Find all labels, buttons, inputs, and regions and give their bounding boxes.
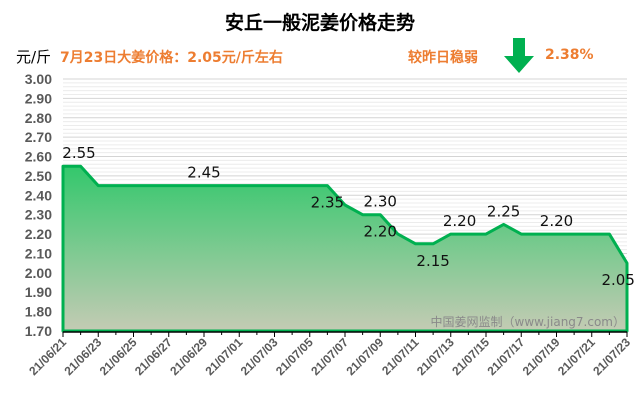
price-area bbox=[61, 164, 629, 333]
y-tick-label: 2.50 bbox=[25, 168, 52, 184]
price-note: 7月23日大姜价格：2.05元/斤左右 bbox=[60, 50, 283, 66]
x-tick-label: 21/07/19 bbox=[520, 335, 563, 378]
data-label: 2.55 bbox=[62, 144, 95, 162]
data-label: 2.20 bbox=[540, 212, 573, 230]
x-tick-label: 21/06/25 bbox=[97, 335, 140, 378]
y-tick-label: 2.20 bbox=[25, 226, 52, 242]
x-tick-label: 21/07/15 bbox=[449, 335, 492, 378]
data-label: 2.25 bbox=[487, 202, 520, 220]
y-tick-label: 1.80 bbox=[25, 304, 52, 320]
x-tick-label: 21/07/11 bbox=[379, 335, 422, 378]
data-label: 2.20 bbox=[443, 212, 476, 230]
change-percent: 2.38% bbox=[545, 47, 594, 63]
x-tick-label: 21/07/13 bbox=[414, 335, 457, 378]
x-tick-label: 21/07/05 bbox=[273, 335, 316, 378]
compare-text: 较昨日稳弱 bbox=[408, 50, 478, 66]
y-tick-label: 1.90 bbox=[25, 284, 52, 300]
y-tick-label: 2.00 bbox=[25, 265, 52, 281]
x-tick-label: 21/07/07 bbox=[308, 335, 351, 378]
y-tick-label: 2.90 bbox=[25, 90, 52, 106]
x-tick-label: 21/06/23 bbox=[61, 335, 104, 378]
y-tick-label: 2.80 bbox=[25, 110, 52, 126]
data-label: 2.45 bbox=[187, 164, 220, 182]
data-label: 2.35 bbox=[311, 194, 344, 212]
y-tick-label: 2.70 bbox=[25, 129, 52, 145]
x-tick-label: 21/06/29 bbox=[167, 335, 210, 378]
x-tick-label: 21/06/27 bbox=[132, 335, 175, 378]
y-tick-label: 2.30 bbox=[25, 207, 52, 223]
x-tick-label: 21/07/23 bbox=[590, 335, 633, 378]
y-tick-label: 2.40 bbox=[25, 187, 52, 203]
x-tick-label: 21/07/17 bbox=[484, 335, 527, 378]
watermark: 中国姜网监制（www.jiang7.com） bbox=[431, 314, 625, 329]
y-tick-label: 3.00 bbox=[25, 71, 52, 87]
arrow-down-icon bbox=[504, 38, 534, 73]
y-tick-label: 1.70 bbox=[25, 323, 52, 339]
x-tick-label: 21/07/21 bbox=[555, 335, 598, 378]
y-axis-unit: 元/斤 bbox=[16, 48, 52, 66]
data-label: 2.20 bbox=[364, 223, 397, 241]
data-label: 2.05 bbox=[601, 271, 634, 289]
chart-title: 安丘一般泥姜价格走势 bbox=[224, 12, 415, 34]
x-tick-label: 21/07/01 bbox=[202, 335, 245, 378]
data-label: 2.15 bbox=[416, 252, 449, 270]
x-tick-label: 21/07/09 bbox=[343, 335, 386, 378]
x-tick-label: 21/06/21 bbox=[26, 335, 69, 378]
y-tick-label: 2.60 bbox=[25, 149, 52, 165]
x-tick-label: 21/07/03 bbox=[238, 335, 281, 378]
y-tick-label: 2.10 bbox=[25, 245, 52, 261]
data-label: 2.30 bbox=[364, 193, 397, 211]
